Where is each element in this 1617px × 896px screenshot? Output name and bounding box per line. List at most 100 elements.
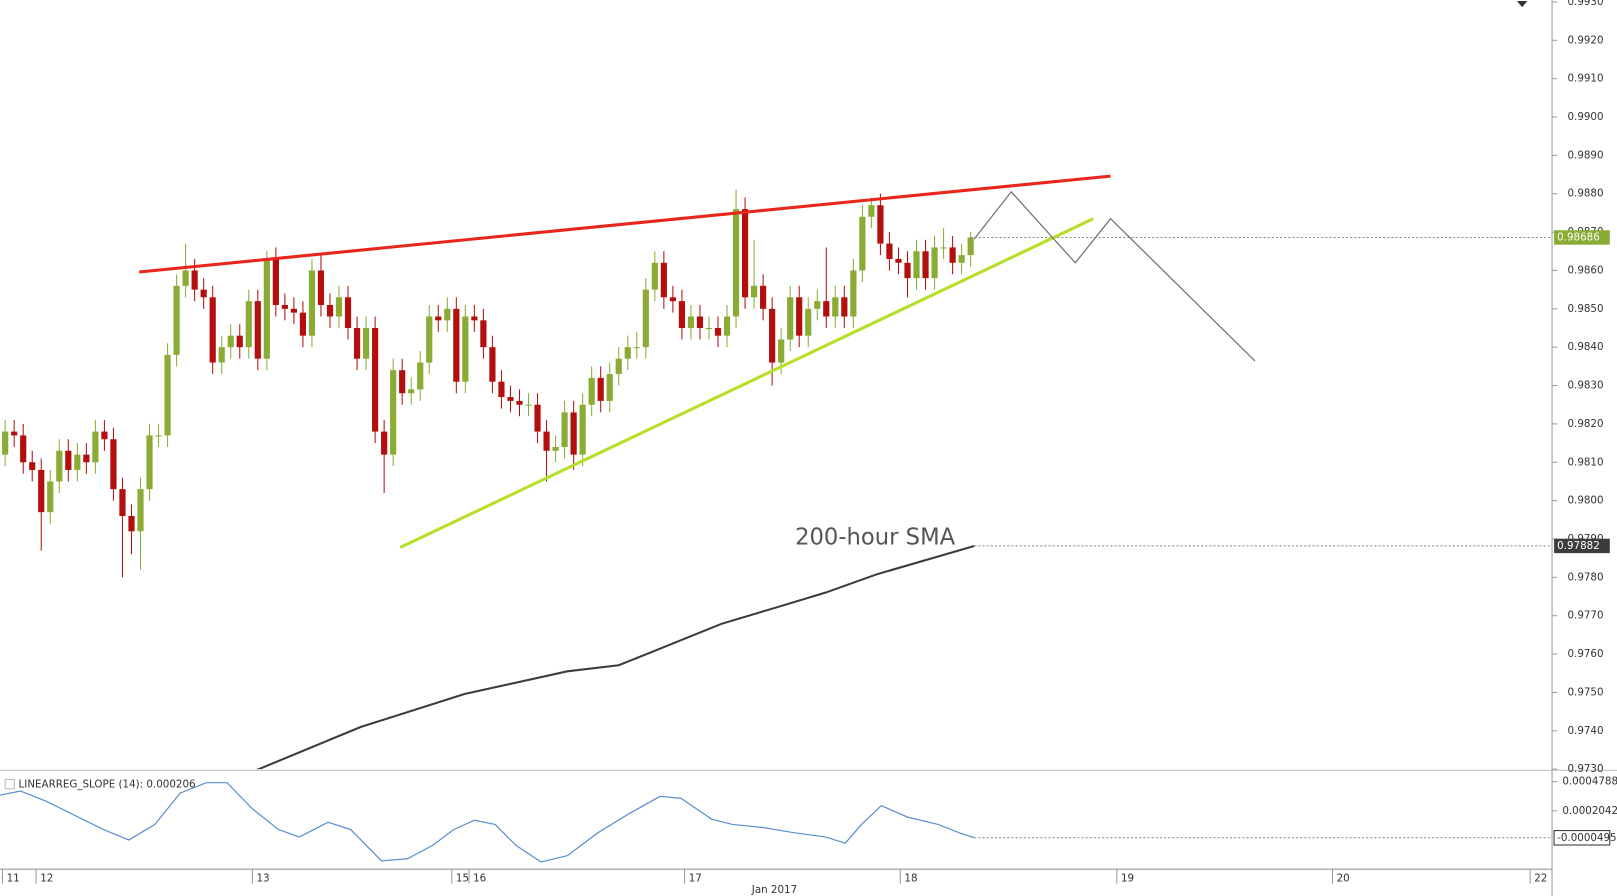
x-tick-label: 12 [40, 872, 53, 884]
candle-body [119, 489, 126, 516]
sma-line [256, 544, 975, 770]
candle-body [299, 312, 307, 336]
candle-body [958, 255, 965, 263]
candle-body [760, 285, 767, 309]
candle-body [543, 431, 550, 451]
candle-body [173, 285, 180, 355]
indicator-checkbox[interactable] [4, 778, 15, 790]
candle-body [796, 297, 803, 336]
candle-body [263, 258, 270, 359]
y-tick-label: 0.9820 [1568, 418, 1604, 430]
y-tick-label: 0.9730 [1568, 763, 1604, 775]
candle-body [859, 216, 866, 271]
candle-body [741, 209, 749, 298]
x-tick-label: 22 [1534, 872, 1547, 884]
x-tick-label: 11 [7, 872, 20, 884]
candle-body [678, 301, 685, 329]
indicator-value-label: -0.0000495 [1557, 832, 1616, 844]
candle-body [687, 316, 695, 329]
candle-body [209, 297, 216, 363]
candle-body [750, 285, 758, 298]
candle-body [182, 270, 189, 286]
candle-body [850, 270, 857, 317]
candle-body [308, 270, 316, 336]
candle-body [732, 209, 740, 317]
candle-body [471, 316, 478, 321]
candle-body [498, 381, 505, 398]
candle-body [200, 289, 207, 298]
candle-body [245, 301, 252, 348]
candle-body [931, 247, 938, 279]
indicator-tick-label: 0.0002042 [1562, 805, 1617, 817]
candle-body [561, 412, 568, 447]
candle-body [642, 289, 649, 348]
candle-body [922, 251, 929, 279]
x-tick-label: 17 [689, 872, 702, 884]
candle-body [47, 481, 54, 513]
candle-body [615, 358, 622, 375]
candle-body [281, 304, 288, 309]
candle-body [453, 308, 460, 382]
candle-body [191, 270, 198, 290]
x-tick-label: 13 [257, 872, 270, 884]
y-tick-label: 0.9810 [1568, 456, 1604, 468]
candle-body [399, 370, 406, 394]
candle-body [877, 205, 884, 244]
candle-body [507, 397, 514, 401]
x-tick-label: 20 [1337, 872, 1350, 884]
candle-body [381, 431, 388, 455]
sma-label: 200-hour SMA [795, 525, 956, 551]
candle-body [408, 389, 415, 394]
candle-body [606, 374, 613, 401]
candle-body [669, 297, 676, 302]
y-tick-label: 0.9740 [1568, 725, 1604, 737]
candle-body [435, 316, 442, 321]
candle-body [2, 431, 9, 455]
candle-body [769, 308, 776, 363]
menu-arrow[interactable] [1516, 1, 1528, 8]
y-tick-label: 0.9850 [1568, 303, 1604, 315]
candle-body [805, 308, 812, 336]
candle-body [101, 431, 108, 440]
y-tick-label: 0.9800 [1568, 495, 1604, 507]
x-tick-label: 16 [473, 872, 486, 884]
candle-body [326, 304, 334, 317]
candle-body [92, 431, 99, 463]
sma-value-label: 0.97882 [1557, 540, 1600, 552]
candle-body [868, 205, 875, 217]
candle-body [29, 462, 36, 470]
y-tick-label: 0.9910 [1568, 73, 1604, 85]
month-label: Jan 2017 [751, 884, 797, 896]
candle-body [74, 454, 81, 470]
candle-body [353, 328, 361, 359]
candle-body [525, 404, 532, 406]
candle-body [462, 316, 469, 382]
price-pane [2, 174, 1553, 770]
candle-body [651, 262, 658, 290]
candle-body [38, 469, 45, 513]
candle-body [362, 328, 370, 359]
x-tick-label: 18 [904, 872, 917, 884]
y-tick-label: 0.9860 [1568, 264, 1604, 276]
y-tick-label: 0.9920 [1568, 34, 1604, 46]
candle-body [633, 347, 640, 349]
candle-body [832, 297, 839, 317]
candle-body [344, 297, 352, 329]
candle-body [534, 404, 541, 432]
candle-body [696, 316, 704, 329]
candle-body [254, 301, 261, 359]
candle-body [516, 400, 523, 405]
x-tick-label: 15 [456, 872, 469, 884]
projection-path [973, 190, 1256, 362]
candle-body [110, 439, 117, 490]
last-price-box [1554, 230, 1610, 245]
y-tick-label: 0.9840 [1568, 341, 1604, 353]
candle-body [417, 362, 424, 390]
y-tick-label: 0.9750 [1568, 686, 1604, 698]
y-tick-label: 0.9890 [1568, 149, 1604, 161]
candle-body [895, 258, 902, 263]
candle-body [146, 435, 153, 490]
y-tick-label: 0.9770 [1568, 610, 1604, 622]
